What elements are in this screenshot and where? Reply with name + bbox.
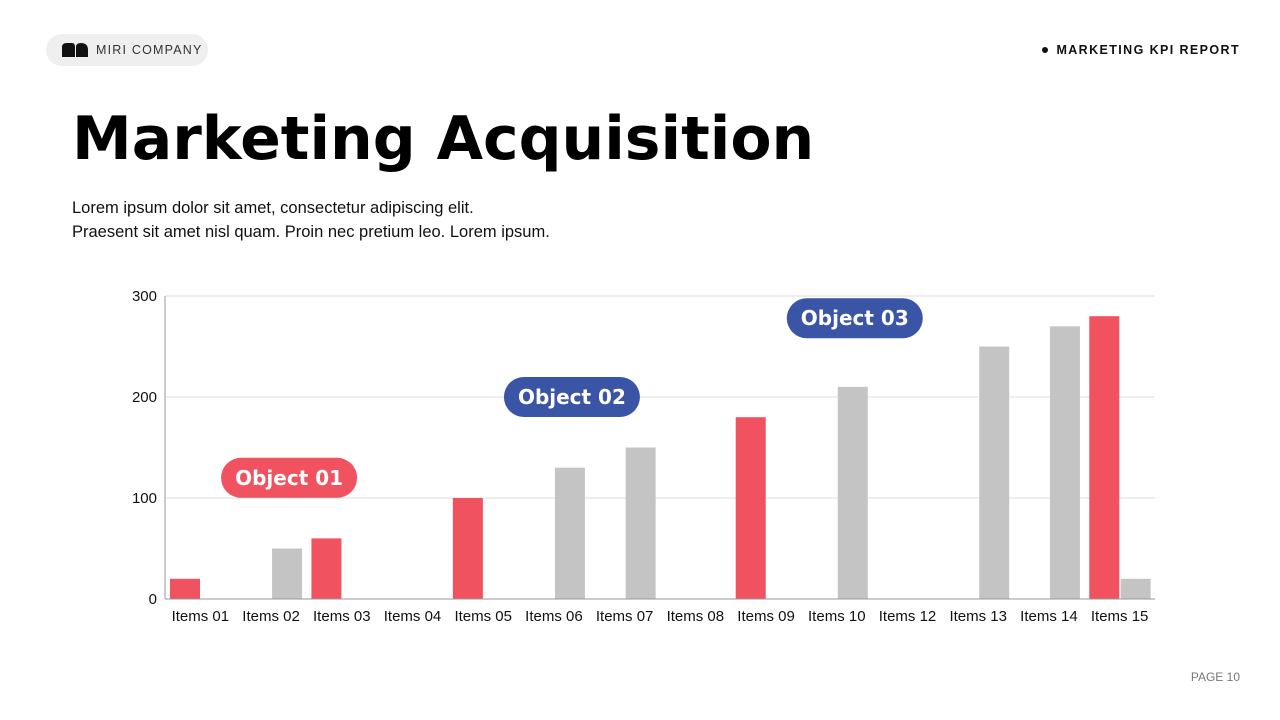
bar — [311, 538, 342, 599]
annotation-background — [221, 457, 358, 498]
annotation-background — [786, 298, 923, 339]
y-tick-label: 300 — [132, 288, 157, 305]
x-tick-label: Items 02 — [242, 608, 300, 625]
bar — [170, 578, 200, 599]
annotation-label: Object 02 — [518, 385, 626, 409]
bar — [979, 346, 1010, 599]
x-tick-label: Items 09 — [737, 608, 795, 625]
annotation-pill: Object 03 — [786, 298, 923, 339]
x-tick-label: Items 03 — [313, 608, 371, 625]
x-tick-label: Items 06 — [525, 608, 583, 625]
bar — [1089, 316, 1120, 599]
x-tick-label: Items 10 — [808, 608, 866, 625]
brand-badge: MIRI COMPANY — [46, 34, 208, 66]
subtitle: Lorem ipsum dolor sit amet, consectetur … — [72, 196, 550, 244]
annotation-pill: Object 02 — [503, 377, 640, 417]
subtitle-line-2: Praesent sit amet nisl quam. Proin nec p… — [72, 223, 550, 241]
logo-icon — [62, 43, 88, 57]
bar — [1049, 326, 1080, 599]
annotation-background — [503, 377, 640, 417]
bar — [452, 498, 483, 599]
x-tick-label: Items 15 — [1091, 608, 1149, 625]
annotation-label: Object 03 — [801, 306, 909, 330]
x-tick-label: Items 14 — [1020, 608, 1078, 625]
subtitle-line-1: Lorem ipsum dolor sit amet, consectetur … — [72, 199, 474, 217]
bar — [1120, 578, 1151, 599]
y-tick-label: 100 — [132, 490, 157, 507]
bar — [625, 447, 656, 599]
x-tick-label: Items 04 — [384, 608, 442, 625]
bar — [735, 417, 766, 599]
annotation-label: Object 01 — [235, 466, 343, 490]
report-label: MARKETING KPI REPORT — [1042, 43, 1240, 57]
bullet-icon — [1042, 47, 1049, 53]
y-tick-label: 0 — [149, 591, 157, 608]
x-tick-label: Items 08 — [667, 608, 725, 625]
x-tick-label: Items 07 — [596, 608, 654, 625]
x-tick-label: Items 12 — [879, 608, 937, 625]
report-title: MARKETING KPI REPORT — [1056, 43, 1240, 57]
x-tick-label: Items 13 — [949, 608, 1007, 625]
page-number: PAGE 10 — [1190, 670, 1240, 684]
brand-name: MIRI COMPANY — [96, 43, 203, 57]
annotation-pill: Object 01 — [221, 457, 358, 498]
bar — [837, 386, 868, 599]
bar — [272, 548, 303, 599]
page-title: Marketing Acquisition — [72, 104, 815, 174]
bar — [554, 467, 585, 599]
x-tick-label: Items 05 — [454, 608, 512, 625]
y-tick-label: 200 — [132, 389, 157, 406]
x-tick-label: Items 01 — [172, 608, 230, 625]
